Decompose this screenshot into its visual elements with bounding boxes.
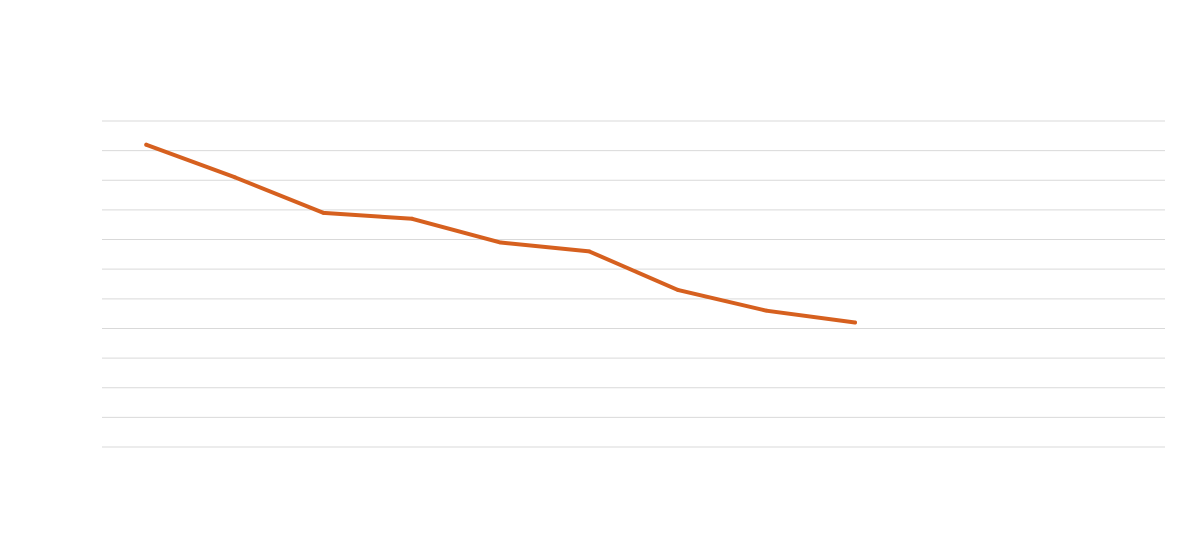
data-point bbox=[232, 175, 237, 180]
data-point bbox=[587, 249, 592, 254]
gridlines bbox=[102, 120, 1165, 448]
series-group bbox=[144, 142, 857, 325]
data-points bbox=[144, 142, 857, 325]
data-point bbox=[144, 142, 149, 147]
series-line bbox=[144, 142, 857, 325]
data-point bbox=[852, 320, 857, 325]
data-point bbox=[764, 308, 769, 313]
data-point bbox=[410, 216, 415, 221]
data-point bbox=[675, 287, 680, 292]
data-point bbox=[321, 210, 326, 215]
data-point bbox=[498, 240, 503, 245]
